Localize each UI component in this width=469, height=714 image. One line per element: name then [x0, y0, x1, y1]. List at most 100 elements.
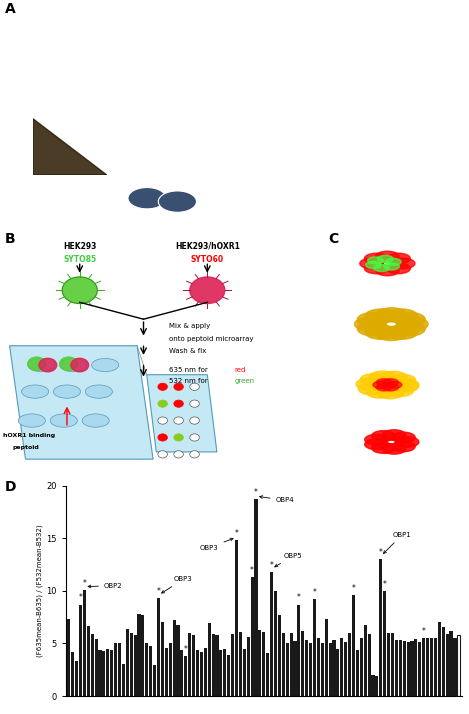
Text: D: D [5, 480, 16, 494]
Text: C: C [328, 232, 339, 246]
Bar [336, 649, 340, 696]
Text: *: * [83, 578, 86, 588]
Bar [145, 643, 148, 696]
Bar [173, 620, 176, 696]
Text: hOXR1 binding: hOXR1 binding [3, 433, 55, 438]
Bar [247, 637, 250, 696]
Bar [387, 633, 390, 696]
Bar [255, 499, 257, 696]
Bar [250, 577, 254, 696]
Circle shape [386, 258, 401, 266]
Bar [165, 648, 168, 696]
Bar [403, 641, 406, 696]
Bar [83, 590, 86, 696]
Bar [239, 632, 242, 696]
Bar [340, 638, 343, 696]
Circle shape [360, 373, 386, 386]
Circle shape [357, 322, 389, 336]
Bar [134, 635, 136, 696]
Circle shape [190, 277, 225, 303]
Bar [301, 631, 304, 696]
Circle shape [393, 379, 419, 391]
Circle shape [190, 417, 199, 424]
Bar [375, 676, 378, 696]
Circle shape [366, 386, 393, 398]
Ellipse shape [22, 385, 49, 398]
Text: SYTO60: SYTO60 [191, 255, 224, 264]
Bar [313, 599, 316, 696]
Bar [122, 663, 125, 696]
Bar [317, 638, 320, 696]
Circle shape [376, 265, 399, 276]
Text: 635 nm for: 635 nm for [169, 367, 210, 373]
Circle shape [376, 384, 392, 391]
Circle shape [387, 385, 414, 396]
Circle shape [384, 263, 400, 270]
Ellipse shape [18, 414, 45, 427]
Circle shape [28, 357, 45, 371]
Circle shape [71, 358, 89, 372]
Circle shape [174, 383, 183, 391]
Ellipse shape [82, 414, 109, 427]
Bar [410, 641, 414, 696]
Bar [344, 643, 347, 696]
Text: *: * [254, 488, 258, 497]
Bar [110, 650, 113, 696]
Text: Wash & fix: Wash & fix [169, 348, 206, 353]
Circle shape [383, 379, 399, 386]
Circle shape [397, 317, 428, 331]
Circle shape [60, 357, 77, 371]
Bar [379, 559, 382, 696]
Circle shape [386, 381, 402, 388]
Text: B: B [5, 232, 15, 246]
Text: OBP3: OBP3 [162, 576, 193, 593]
Bar [278, 615, 281, 696]
Bar [446, 634, 449, 696]
Bar [309, 643, 312, 696]
Circle shape [365, 434, 388, 445]
Bar [395, 640, 398, 696]
Bar [457, 635, 461, 696]
Text: *: * [250, 566, 254, 575]
Circle shape [387, 253, 410, 263]
Circle shape [159, 191, 197, 212]
Bar [227, 655, 230, 696]
Bar [352, 595, 355, 696]
Circle shape [190, 434, 199, 441]
Text: *: * [422, 627, 426, 636]
Circle shape [394, 313, 425, 326]
Text: *: * [234, 529, 238, 538]
Bar [434, 638, 437, 696]
Bar [75, 661, 78, 696]
Bar [426, 638, 429, 696]
Bar [368, 634, 371, 696]
Bar [102, 651, 106, 696]
Circle shape [394, 322, 425, 336]
Circle shape [190, 451, 199, 458]
Bar [192, 635, 195, 696]
Text: *: * [352, 584, 356, 593]
Circle shape [376, 326, 407, 341]
Circle shape [376, 251, 399, 262]
Bar [305, 640, 308, 696]
Circle shape [158, 383, 167, 391]
Circle shape [386, 309, 417, 323]
Circle shape [356, 378, 382, 390]
Bar [371, 675, 375, 696]
Bar [95, 639, 98, 696]
Circle shape [366, 261, 381, 268]
Circle shape [158, 417, 167, 424]
Y-axis label: (F635mean-B635) / (F532mean-B532): (F635mean-B635) / (F532mean-B532) [37, 525, 43, 657]
Bar [67, 619, 70, 696]
Ellipse shape [85, 385, 113, 398]
Text: *: * [312, 588, 317, 597]
Circle shape [370, 371, 396, 383]
Bar [200, 652, 203, 696]
Bar [91, 634, 94, 696]
Bar [266, 653, 269, 696]
Bar [98, 650, 102, 696]
Bar [360, 638, 363, 696]
Bar [294, 641, 296, 696]
Circle shape [371, 443, 395, 453]
Bar [153, 665, 156, 696]
